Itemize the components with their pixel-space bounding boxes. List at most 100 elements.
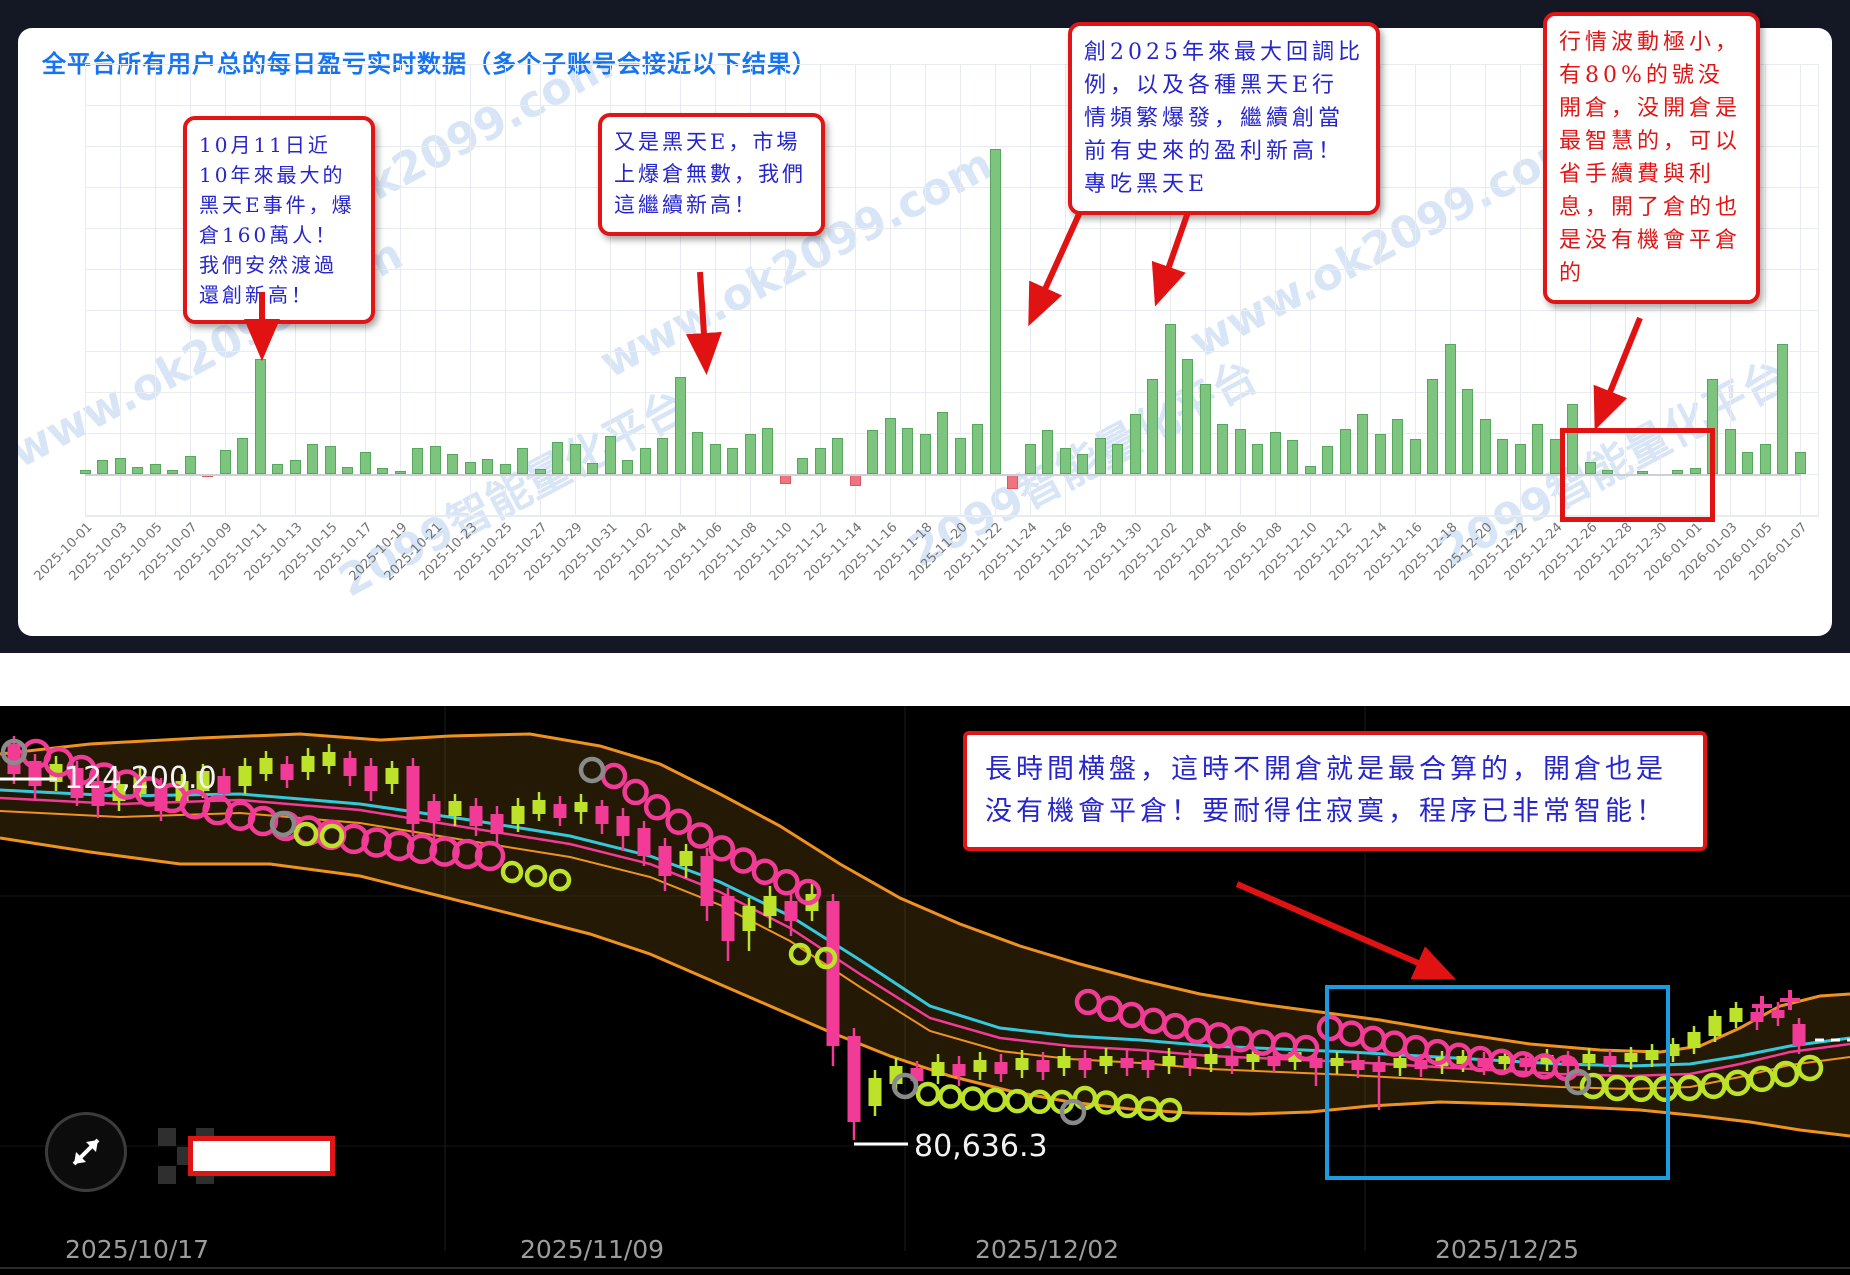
pnl-bar [1147, 379, 1158, 474]
pnl-bar [814, 448, 826, 474]
pnl-bar [1304, 466, 1316, 474]
pnl-bar [1532, 424, 1543, 474]
candlestick-panel: 124,200.0 80,636.3 2025/10/17 2025/11/09 202… [0, 706, 1850, 1275]
pnl-bar [1514, 444, 1526, 474]
redaction-box [188, 1136, 335, 1176]
pnl-bar [359, 452, 371, 474]
pnl-bar [1759, 444, 1771, 474]
pnl-bar [324, 446, 336, 474]
pnl-bar [1182, 359, 1193, 474]
pnl-bar [1077, 454, 1088, 474]
pnl-bar [1252, 444, 1263, 474]
pnl-bar [1479, 419, 1491, 474]
callout-low-volatility-no-open: 行情波動極小，有80%的號没開倉，没開倉是最智慧的，可以省手續費與利息，開了倉的… [1543, 12, 1760, 304]
callout-oct11-blackswan: 10月11日近10年來最大的黑天E事件，爆倉160萬人！我們安然渡過還創新高！ [183, 116, 375, 324]
pnl-bar [867, 430, 878, 474]
pnl-bar [1497, 439, 1508, 474]
pnl-bar [1059, 448, 1071, 474]
pnl-bar [237, 438, 248, 474]
pnl-bar [954, 438, 966, 474]
pnl-bar [1322, 446, 1333, 474]
pnl-bar [289, 460, 301, 474]
time-axis-label: 2025/11/09 [520, 1235, 664, 1264]
pnl-bar [604, 436, 616, 474]
pnl-bar [989, 149, 1001, 474]
pnl-bar [832, 438, 843, 474]
pnl-bar [1777, 344, 1788, 474]
pnl-bar [622, 460, 633, 474]
pnl-bar [1112, 444, 1123, 474]
pnl-bar [1269, 432, 1281, 474]
pnl-bar [709, 444, 721, 474]
pnl-bar [727, 448, 738, 474]
pnl-bar [114, 458, 126, 474]
pnl-bar [1217, 424, 1228, 474]
pnl-bar [1024, 444, 1036, 474]
pnl-bar [97, 460, 108, 474]
pnl-bar [902, 428, 913, 474]
pnl-bar [972, 424, 983, 474]
pnl-bar [884, 418, 896, 474]
pnl-bar [1199, 384, 1211, 474]
pnl-bar [482, 459, 493, 474]
pnl-bar [517, 448, 528, 474]
callout-max-drawdown-newhigh: 創2025年來最大回調比例，以及各種黑天E行情頻繁爆發，繼續創當前有史來的盈利新… [1068, 22, 1380, 215]
bar-chart-baseline [85, 474, 1801, 476]
pnl-bar [1339, 429, 1351, 474]
pnl-bar [1724, 429, 1736, 474]
pnl-bar [639, 448, 651, 474]
pnl-bar [167, 470, 178, 474]
pnl-bar [797, 458, 808, 474]
pnl-bar [937, 412, 948, 474]
expand-arrows-icon [72, 1138, 100, 1166]
pnl-bar [919, 434, 931, 474]
pnl-bar [1567, 404, 1578, 474]
pnl-bar [1549, 439, 1561, 474]
pnl-bar [447, 454, 458, 474]
pnl-bar [184, 456, 196, 474]
candlestick-chart: 124,200.0 80,636.3 2025/10/17 2025/11/09 202… [0, 706, 1850, 1269]
pnl-bar [534, 469, 546, 474]
pnl-bar [1462, 389, 1473, 474]
pnl-bar [1094, 438, 1106, 474]
pnl-bar [587, 463, 598, 474]
pnl-bar [762, 428, 773, 474]
pnl-bar [1742, 452, 1753, 474]
pnl-bar [1409, 439, 1421, 474]
pnl-bar [552, 442, 563, 474]
pnl-bar [1374, 434, 1386, 474]
pnl-bar [394, 471, 406, 474]
pnl-bar [1444, 344, 1456, 474]
pnl-bar [1392, 419, 1403, 474]
pnl-bar [674, 377, 686, 474]
pnl-bar [1007, 474, 1018, 489]
pnl-bar [1637, 471, 1648, 474]
pnl-bar [744, 434, 756, 474]
pnl-bar [132, 467, 143, 474]
pnl-bar [254, 359, 266, 474]
expand-button[interactable] [45, 1112, 127, 1192]
pnl-bar [377, 468, 388, 474]
pnl-bar [149, 464, 161, 474]
pnl-bar [1427, 379, 1438, 474]
time-axis-label: 2025/12/25 [1435, 1235, 1579, 1264]
top-panel-frame: www.ok2099.com 2099智能量化平台 www.ok2099.com… [0, 0, 1850, 653]
pnl-bar [79, 470, 91, 474]
pnl-bar [569, 444, 581, 474]
pnl-bar [1602, 470, 1613, 474]
pnl-bar [692, 432, 703, 474]
pnl-bar [1672, 470, 1683, 474]
no-trade-highlight-red-box [1560, 428, 1715, 522]
pnl-bar [412, 448, 423, 474]
pnl-bar [1584, 462, 1596, 474]
time-axis-label: 2025/12/02 [975, 1235, 1119, 1264]
pnl-bar [464, 462, 476, 474]
price-label: 80,636.3 [914, 1129, 1048, 1164]
pnl-bar [1357, 414, 1368, 474]
pnl-bar [1129, 414, 1141, 474]
sideways-highlight-blue-box [1325, 985, 1670, 1180]
pnl-bar [429, 446, 441, 474]
callout-another-blackswan: 又是黑天E，市場上爆倉無數，我們這繼續新高！ [598, 113, 825, 236]
pnl-bar [342, 467, 353, 474]
